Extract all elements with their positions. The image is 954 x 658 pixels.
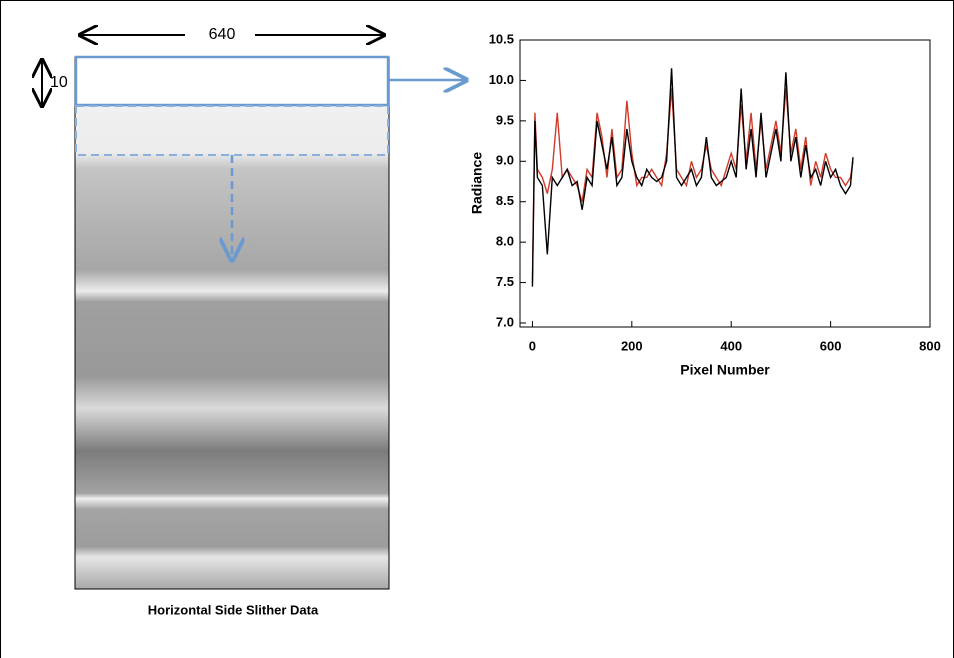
width-label: 640	[209, 26, 236, 43]
y-tick-label: 9.0	[496, 153, 514, 168]
slither-image	[74, 56, 390, 590]
line-series	[531, 68, 854, 287]
x-tick-label: 800	[919, 338, 941, 353]
next-row	[75, 105, 389, 156]
caption: Horizontal Side Slither Data	[148, 602, 319, 617]
y-tick-label: 10.0	[489, 72, 514, 87]
x-tick-label: 200	[621, 338, 643, 353]
plot-area	[519, 39, 931, 328]
x-tick-label: 0	[529, 338, 536, 353]
y-axis-label: Radiance	[469, 152, 485, 214]
x-axis-label: Pixel Number	[680, 362, 770, 378]
selected-row	[74, 55, 390, 107]
x-tick-label: 600	[820, 338, 842, 353]
x-tick-label: 400	[720, 338, 742, 353]
y-tick-label: 9.5	[496, 112, 514, 127]
y-tick-label: 8.0	[496, 234, 514, 249]
height-label: 10	[50, 74, 68, 91]
y-tick-label: 10.5	[489, 31, 514, 46]
y-tick-label: 8.5	[496, 193, 514, 208]
y-tick-label: 7.5	[496, 274, 514, 289]
y-tick-label: 7.0	[496, 314, 514, 329]
line-series	[531, 88, 854, 283]
